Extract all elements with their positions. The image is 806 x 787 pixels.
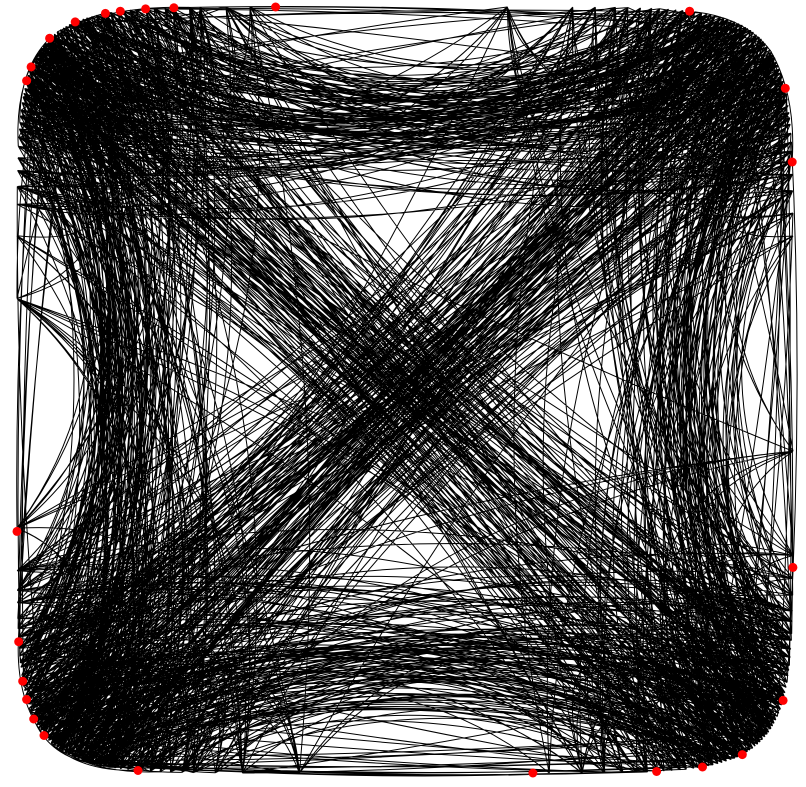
graph-node — [39, 731, 49, 740]
graph-node — [26, 62, 36, 72]
graph-node — [133, 766, 143, 775]
graph-node — [698, 762, 707, 772]
graph-node — [271, 2, 281, 12]
graph-perimeter-edges — [16, 6, 798, 777]
graph-node — [100, 8, 110, 18]
graph-node — [29, 714, 39, 724]
node-layer — [12, 2, 798, 778]
graph-node — [737, 750, 747, 760]
edge-layer — [16, 6, 798, 777]
graph-node — [778, 695, 788, 705]
graph-node — [685, 6, 695, 16]
graph-node — [652, 767, 662, 776]
graph-node — [115, 6, 125, 16]
graph-node — [169, 3, 179, 13]
graph-edges — [16, 6, 794, 774]
graph-node — [528, 768, 538, 778]
graph-node — [788, 562, 798, 572]
graph-node — [70, 17, 80, 27]
graph-node — [14, 637, 24, 647]
graph-node — [18, 676, 28, 686]
graph-node — [141, 4, 151, 14]
graph-node — [45, 33, 55, 43]
graph-node — [12, 526, 22, 536]
graph-node — [780, 83, 790, 93]
graph-node — [787, 157, 797, 167]
graph-node — [22, 695, 32, 704]
graph-node — [22, 76, 32, 86]
